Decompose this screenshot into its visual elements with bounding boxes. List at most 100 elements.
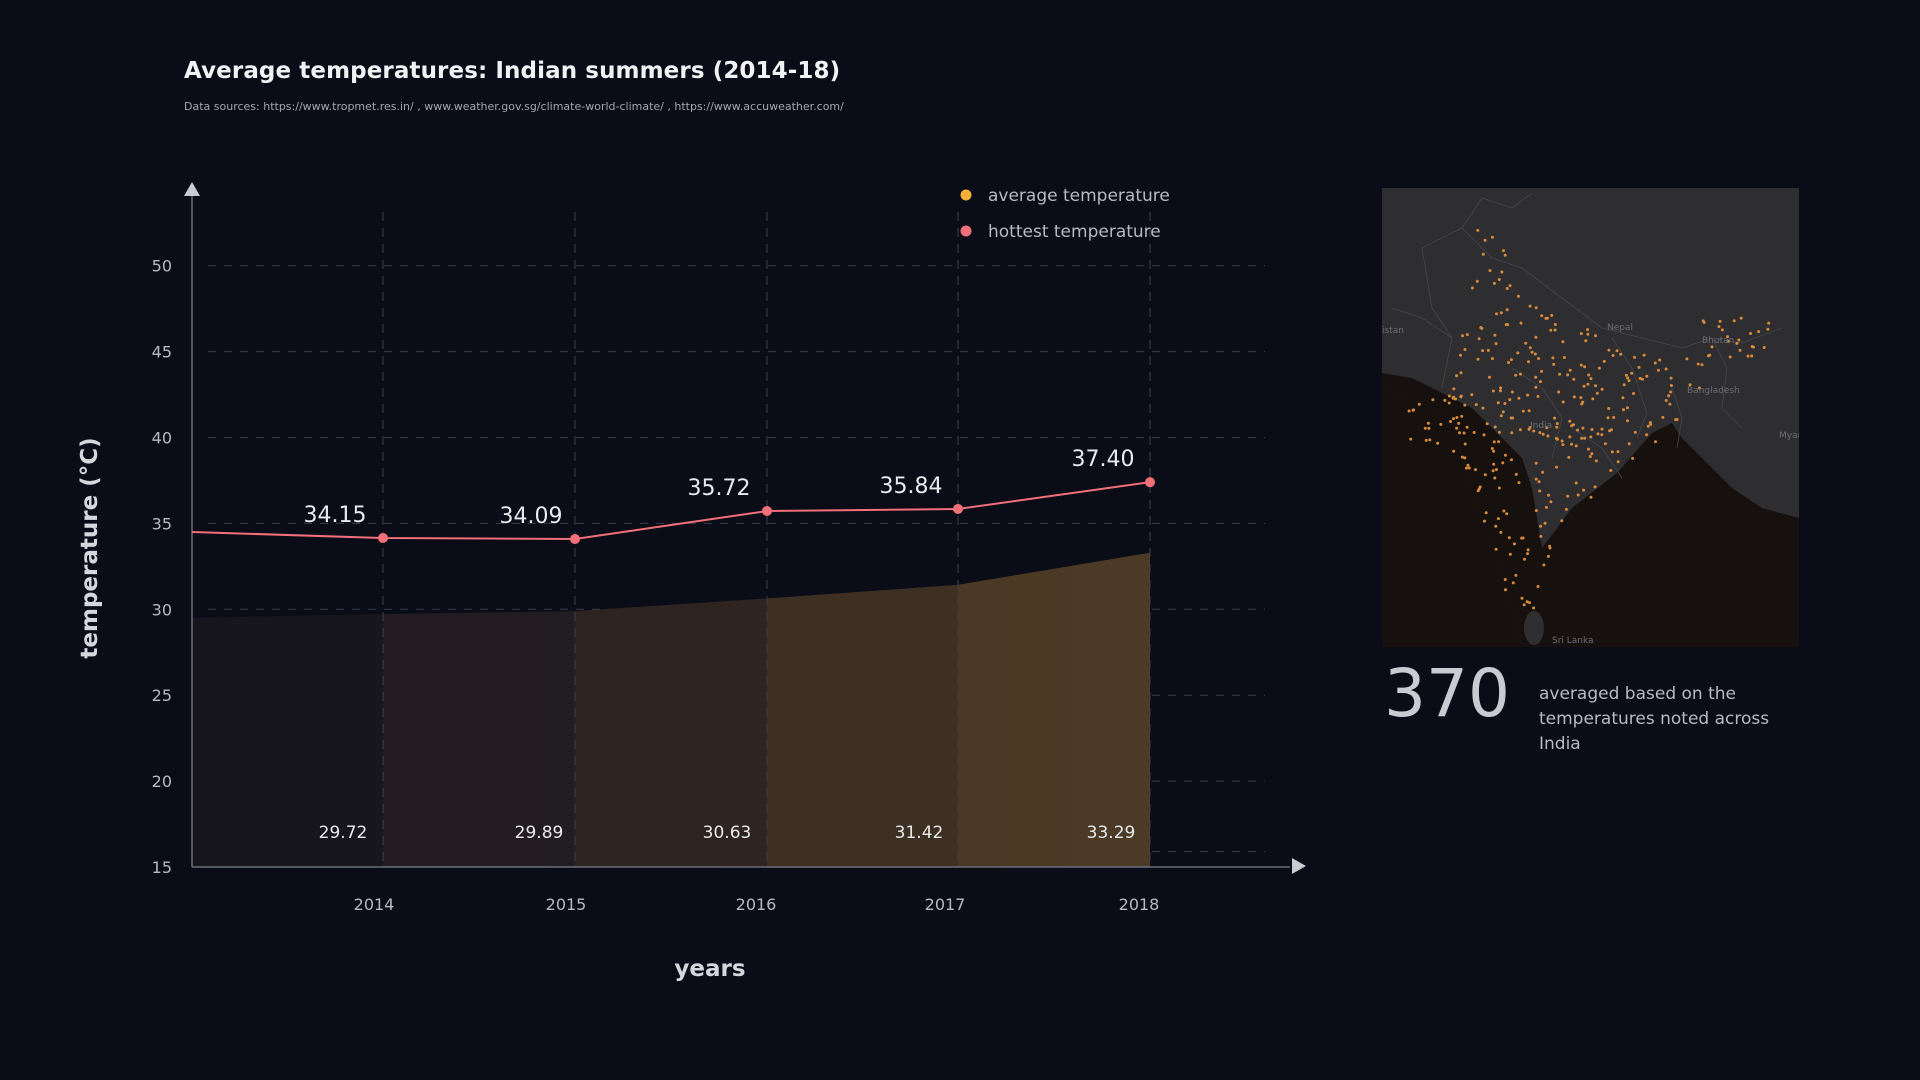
- map-station-dot: [1464, 466, 1468, 470]
- map-station-dot: [1627, 442, 1631, 446]
- map-station-dot: [1641, 377, 1644, 381]
- map-station-dot: [1475, 279, 1479, 283]
- map-station-dot: [1553, 328, 1557, 332]
- map-water-southwest: [1382, 508, 1522, 647]
- map-station-dot: [1449, 420, 1453, 423]
- map-station-dot: [1685, 357, 1689, 361]
- map-station-dot: [1622, 383, 1626, 387]
- map-station-dot: [1525, 600, 1529, 604]
- map-station-dot: [1455, 416, 1459, 419]
- map-station-dot: [1534, 385, 1538, 389]
- map-station-dot: [1545, 316, 1549, 320]
- map-station-dot: [1607, 407, 1611, 410]
- map-station-dot: [1589, 495, 1593, 499]
- map-station-dot: [1626, 419, 1629, 423]
- map-station-dot: [1654, 440, 1657, 444]
- map-station-dot: [1492, 281, 1496, 285]
- map-water: [1382, 373, 1799, 647]
- map-station-dot: [1532, 606, 1536, 610]
- map-station-dot: [1521, 409, 1525, 413]
- map-station-dot: [1481, 252, 1485, 256]
- map-station-dot: [1481, 406, 1485, 410]
- map-station-dot: [1583, 436, 1587, 440]
- data-labels: 34.15 34.09 35.72 35.84 37.40 29.72 29.89 30.63…: [304, 447, 1136, 843]
- y-tick-label: 30: [152, 600, 172, 619]
- map-station-dot: [1426, 421, 1430, 425]
- map-station-dot: [1447, 401, 1451, 405]
- map-station-dot: [1493, 425, 1497, 429]
- hottest-temperature-point: [762, 506, 772, 517]
- map-station-dot: [1514, 573, 1518, 577]
- map-station-dot: [1510, 458, 1513, 462]
- map-station-dot: [1507, 361, 1510, 364]
- map-station-dot: [1661, 415, 1665, 419]
- map-station-dot: [1568, 419, 1572, 423]
- map-station-dot: [1580, 402, 1584, 406]
- map-station-dot: [1527, 360, 1530, 364]
- map-station-dot: [1696, 362, 1700, 366]
- map-station-dot: [1499, 414, 1503, 418]
- map-station-dot: [1546, 434, 1550, 438]
- map-station-dot: [1496, 401, 1500, 405]
- map-station-dot: [1550, 313, 1554, 317]
- map-station-dot: [1539, 524, 1543, 528]
- map-station-dot: [1566, 494, 1570, 498]
- map-station-dot: [1626, 376, 1630, 380]
- map-station-dot: [1519, 321, 1523, 325]
- map-station-dot: [1497, 430, 1501, 434]
- map-station-dot: [1726, 339, 1730, 343]
- map-station-dot: [1491, 389, 1495, 393]
- map-station-dot: [1633, 355, 1636, 359]
- map-station-dot: [1541, 432, 1545, 436]
- map-border: [1421, 227, 1783, 349]
- average-temperature-area-segment: [383, 611, 575, 867]
- map-station-dot: [1507, 536, 1511, 540]
- average-temperature-area-segment: [192, 614, 383, 867]
- map-station-dot: [1536, 585, 1540, 588]
- map-station-dot: [1581, 426, 1585, 430]
- map-border: [1421, 247, 1453, 389]
- map-station-dot: [1594, 384, 1597, 388]
- map-station-dot: [1766, 327, 1770, 331]
- map-station-dot: [1539, 534, 1543, 538]
- map-station-dot: [1452, 387, 1456, 391]
- map-station-dot: [1579, 396, 1583, 400]
- map-station-dot: [1409, 437, 1413, 441]
- map-station-dot: [1512, 542, 1516, 546]
- map-station-dot: [1459, 395, 1463, 399]
- map-station-dot: [1499, 311, 1503, 315]
- map-station-dot: [1562, 356, 1566, 359]
- map-station-dot: [1520, 536, 1524, 540]
- x-tick-label: 2016: [736, 895, 777, 914]
- map-station-dot: [1638, 376, 1642, 380]
- map-station-dot: [1518, 428, 1522, 432]
- map-station-dot: [1461, 334, 1464, 338]
- map-station-dot: [1664, 367, 1668, 371]
- hottest-temperature-polyline: [191, 481, 1151, 541]
- map-station-dot: [1582, 488, 1586, 492]
- map-station-dot: [1499, 389, 1502, 393]
- map-station-dot: [1645, 433, 1649, 437]
- legend-marker-hottest: [960, 225, 972, 237]
- map-station-dot: [1555, 422, 1559, 426]
- map-station-dot: [1538, 431, 1542, 435]
- map-station-dot: [1492, 449, 1496, 453]
- map-station-dot: [1503, 453, 1507, 457]
- map-station-dot: [1701, 319, 1705, 323]
- map-station-dot: [1574, 444, 1578, 448]
- map-station-dot: [1642, 353, 1646, 357]
- map-label: Sri Lanka: [1552, 636, 1594, 646]
- map-station-dot: [1492, 440, 1496, 444]
- map-station-dot: [1752, 345, 1755, 349]
- map-station-dot: [1508, 552, 1512, 556]
- x-axis-arrow: [1292, 858, 1306, 874]
- map-station-dot: [1607, 348, 1611, 352]
- map-station-dot: [1424, 438, 1428, 442]
- map-station-dot: [1616, 460, 1620, 464]
- map-station-dot: [1579, 363, 1583, 367]
- map-station-dot: [1524, 341, 1528, 345]
- map-station-dot: [1474, 468, 1477, 472]
- map-station-dot: [1522, 603, 1526, 607]
- map-station-dot: [1427, 426, 1431, 430]
